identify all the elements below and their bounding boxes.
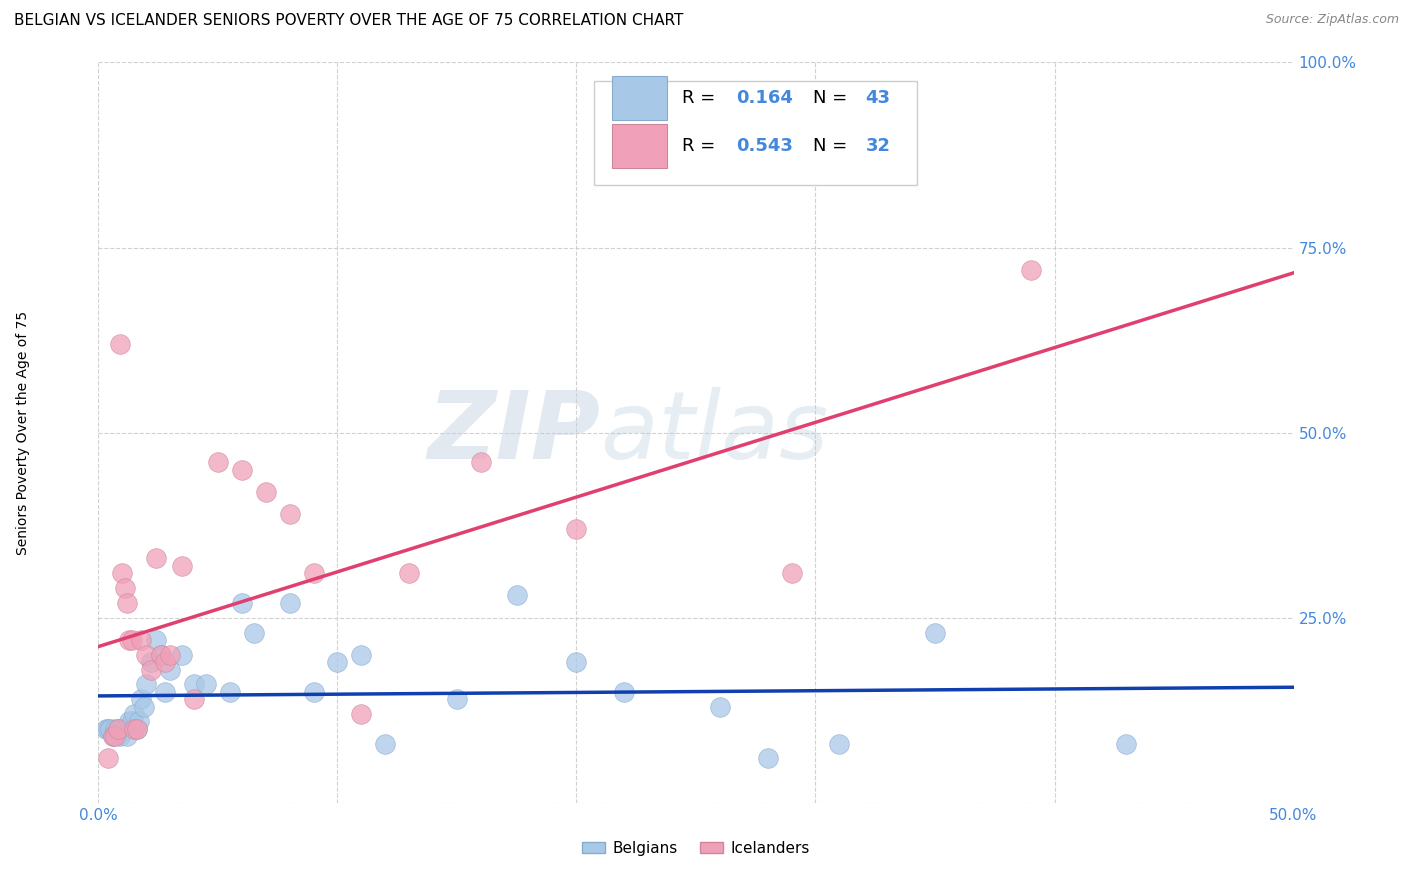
Point xyxy=(470,455,492,469)
Text: R =: R = xyxy=(682,137,721,155)
Text: N =: N = xyxy=(813,137,853,155)
Point xyxy=(101,729,124,743)
Point xyxy=(98,722,122,736)
Point xyxy=(107,722,129,736)
Point xyxy=(124,722,146,736)
Point xyxy=(924,625,946,640)
Point xyxy=(302,685,325,699)
Point xyxy=(398,566,420,581)
Point xyxy=(115,729,138,743)
FancyBboxPatch shape xyxy=(613,124,668,168)
Point xyxy=(172,558,194,573)
Point xyxy=(155,685,177,699)
Point xyxy=(104,729,127,743)
Point xyxy=(135,677,157,691)
Legend: Belgians, Icelanders: Belgians, Icelanders xyxy=(575,835,817,862)
Text: R =: R = xyxy=(682,89,721,107)
Point xyxy=(111,566,134,581)
Point xyxy=(121,714,143,729)
Point xyxy=(97,751,120,765)
Point xyxy=(139,663,162,677)
Point xyxy=(131,692,153,706)
Point xyxy=(219,685,242,699)
Point xyxy=(118,714,141,729)
Point xyxy=(350,648,373,662)
Point xyxy=(107,722,129,736)
Point xyxy=(756,751,779,765)
Point xyxy=(101,729,124,743)
Point xyxy=(159,648,181,662)
Text: N =: N = xyxy=(813,89,853,107)
Point xyxy=(172,648,194,662)
Point xyxy=(111,722,134,736)
Y-axis label: Seniors Poverty Over the Age of 75: Seniors Poverty Over the Age of 75 xyxy=(15,310,30,555)
Point xyxy=(183,692,205,706)
Point xyxy=(108,729,131,743)
Point xyxy=(128,714,150,729)
Point xyxy=(374,737,396,751)
Point xyxy=(108,336,131,351)
Point xyxy=(121,632,143,647)
Text: 43: 43 xyxy=(866,89,890,107)
Point xyxy=(195,677,218,691)
Text: 0.164: 0.164 xyxy=(737,89,793,107)
Point xyxy=(104,722,127,736)
Point xyxy=(125,722,148,736)
Point xyxy=(125,722,148,736)
Point xyxy=(94,722,117,736)
Point xyxy=(145,632,167,647)
Point xyxy=(506,589,529,603)
Point xyxy=(149,648,172,662)
Point xyxy=(231,596,253,610)
Point xyxy=(159,663,181,677)
Point xyxy=(828,737,851,751)
Point xyxy=(155,655,177,669)
Text: atlas: atlas xyxy=(600,387,828,478)
Point xyxy=(132,699,155,714)
Point xyxy=(302,566,325,581)
Point xyxy=(97,722,120,736)
Text: 32: 32 xyxy=(866,137,890,155)
Point xyxy=(278,596,301,610)
Point xyxy=(565,522,588,536)
Point xyxy=(183,677,205,691)
FancyBboxPatch shape xyxy=(613,76,668,120)
Text: BELGIAN VS ICELANDER SENIORS POVERTY OVER THE AGE OF 75 CORRELATION CHART: BELGIAN VS ICELANDER SENIORS POVERTY OVE… xyxy=(14,13,683,29)
Point xyxy=(115,596,138,610)
Point xyxy=(278,507,301,521)
Text: Source: ZipAtlas.com: Source: ZipAtlas.com xyxy=(1265,13,1399,27)
FancyBboxPatch shape xyxy=(595,81,917,185)
Point xyxy=(231,462,253,476)
Point xyxy=(1115,737,1137,751)
Point xyxy=(114,581,136,595)
Point xyxy=(114,722,136,736)
Point xyxy=(350,706,373,721)
Point xyxy=(243,625,266,640)
Point xyxy=(780,566,803,581)
Point xyxy=(118,632,141,647)
Point xyxy=(326,655,349,669)
Point xyxy=(135,648,157,662)
Point xyxy=(149,648,172,662)
Point xyxy=(254,484,277,499)
Text: 0.543: 0.543 xyxy=(737,137,793,155)
Point xyxy=(446,692,468,706)
Point xyxy=(1019,262,1042,277)
Point xyxy=(207,455,229,469)
Point xyxy=(565,655,588,669)
Text: ZIP: ZIP xyxy=(427,386,600,479)
Point xyxy=(131,632,153,647)
Point xyxy=(145,551,167,566)
Point xyxy=(139,655,162,669)
Point xyxy=(613,685,636,699)
Point xyxy=(124,706,146,721)
Point xyxy=(709,699,731,714)
